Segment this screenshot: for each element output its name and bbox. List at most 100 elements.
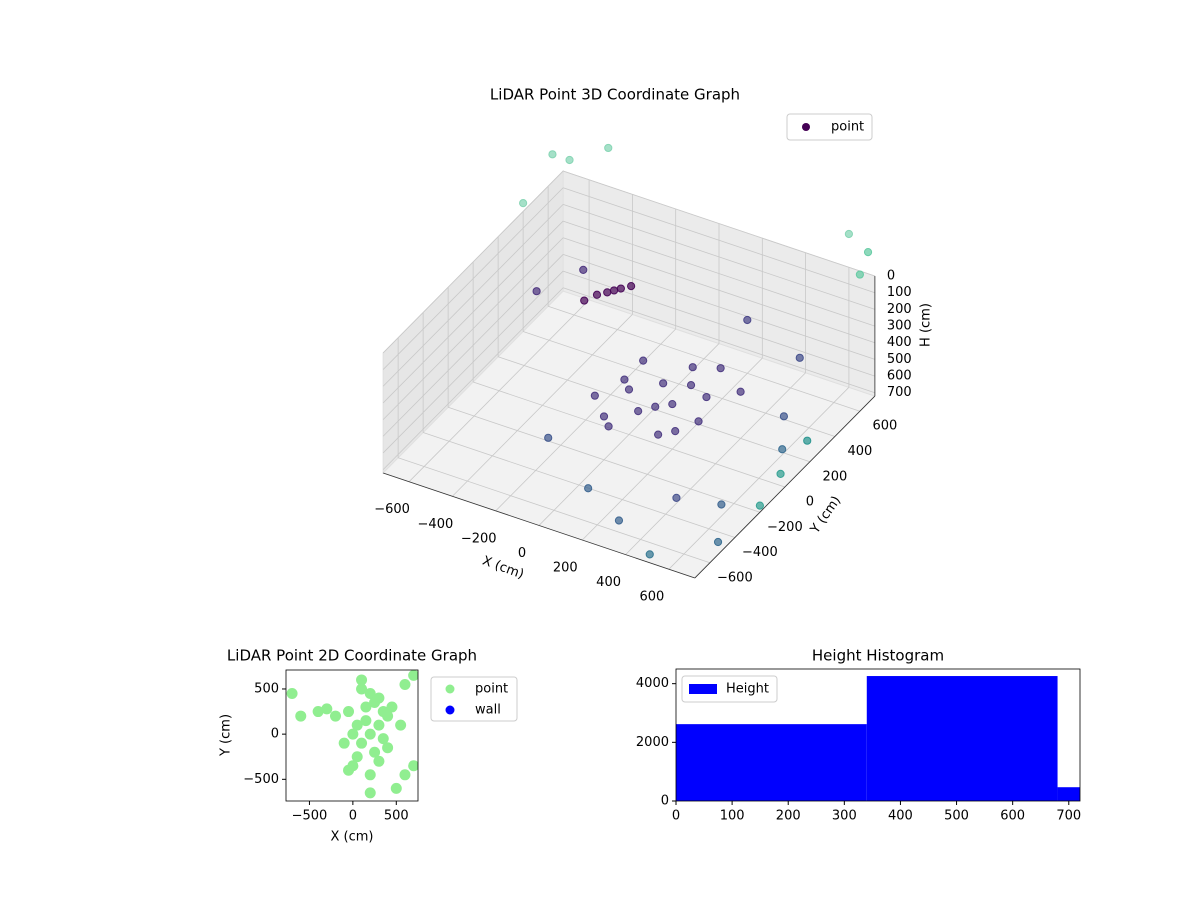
grid-line bbox=[382, 237, 564, 420]
plot-area bbox=[676, 676, 1080, 801]
legend-box bbox=[786, 113, 873, 141]
point bbox=[713, 537, 723, 547]
point bbox=[603, 288, 612, 297]
y-axis-label: Y (cm) bbox=[219, 714, 234, 757]
legend-label: point bbox=[831, 120, 864, 135]
point bbox=[356, 683, 368, 695]
point bbox=[778, 445, 787, 454]
point bbox=[330, 710, 341, 722]
point bbox=[634, 406, 643, 416]
point bbox=[386, 701, 398, 713]
point bbox=[343, 706, 355, 718]
y-tick-label: 200 bbox=[822, 469, 847, 484]
grid-line bbox=[472, 381, 786, 488]
point bbox=[627, 282, 636, 291]
z-tick-label: 700 bbox=[887, 385, 912, 400]
x-tick-label: −200 bbox=[461, 531, 497, 546]
grid-line bbox=[562, 254, 876, 360]
grid-line bbox=[382, 187, 564, 370]
point bbox=[743, 315, 752, 325]
point bbox=[736, 387, 745, 396]
point bbox=[599, 412, 609, 421]
point bbox=[360, 715, 372, 727]
y-tick-label: −400 bbox=[742, 545, 778, 560]
point bbox=[604, 143, 613, 153]
point bbox=[717, 500, 726, 509]
chart-title: LiDAR Point 2D Coordinate Graph bbox=[227, 647, 477, 665]
y-tick-label: 4000 bbox=[636, 676, 669, 691]
z-tick-label: 100 bbox=[887, 285, 912, 300]
legend-label: wall bbox=[475, 703, 501, 718]
y-tick-label: −600 bbox=[717, 570, 753, 585]
plot-area bbox=[286, 670, 418, 799]
point bbox=[668, 399, 677, 409]
x-tick-label: 0 bbox=[672, 809, 680, 824]
grid-line bbox=[547, 305, 861, 412]
point bbox=[373, 692, 385, 704]
point bbox=[654, 430, 663, 439]
point bbox=[373, 719, 385, 731]
grid-line bbox=[562, 287, 876, 394]
point bbox=[614, 516, 624, 525]
x-tick-label: 500 bbox=[384, 809, 409, 824]
point bbox=[844, 229, 854, 239]
point bbox=[604, 422, 613, 431]
axis-line bbox=[382, 472, 696, 579]
x-tick-label: 700 bbox=[1056, 809, 1081, 824]
point bbox=[620, 375, 629, 384]
chart-title: Height Histogram bbox=[812, 647, 944, 665]
x-tick-label: 400 bbox=[888, 809, 913, 824]
point bbox=[356, 737, 368, 749]
bar bbox=[676, 724, 867, 801]
x-tick-label: 200 bbox=[553, 561, 578, 576]
point bbox=[519, 199, 528, 208]
grid-line bbox=[447, 406, 761, 513]
point bbox=[779, 412, 789, 421]
z-tick-label: 600 bbox=[887, 369, 912, 384]
point bbox=[351, 719, 363, 731]
point bbox=[312, 706, 324, 718]
grid-line bbox=[382, 204, 564, 387]
point bbox=[377, 706, 389, 718]
grid-line bbox=[562, 237, 876, 344]
point bbox=[702, 392, 711, 402]
point bbox=[347, 728, 359, 740]
legend-box bbox=[681, 675, 778, 703]
point bbox=[863, 248, 873, 257]
axes-frame bbox=[675, 668, 1081, 802]
point bbox=[382, 742, 394, 754]
point bbox=[803, 436, 812, 445]
x-tick-label: 400 bbox=[596, 575, 621, 590]
point bbox=[584, 484, 593, 493]
point bbox=[671, 427, 680, 436]
point bbox=[544, 433, 553, 442]
point bbox=[364, 787, 376, 799]
y-tick-label: 0 bbox=[661, 794, 669, 809]
x-tick-label: 500 bbox=[944, 809, 969, 824]
point bbox=[609, 286, 619, 295]
point bbox=[590, 391, 599, 400]
y-tick-label: −200 bbox=[767, 520, 803, 535]
bar bbox=[866, 676, 1058, 801]
point bbox=[639, 356, 648, 365]
point bbox=[624, 385, 634, 394]
point bbox=[390, 782, 402, 794]
point bbox=[776, 469, 785, 478]
z-tick-label: 0 bbox=[887, 269, 895, 284]
z-tick-label: 300 bbox=[887, 319, 912, 334]
point bbox=[548, 150, 557, 159]
point bbox=[369, 746, 381, 758]
point bbox=[855, 270, 864, 279]
point bbox=[286, 687, 298, 699]
y-tick-label: 400 bbox=[847, 444, 872, 459]
bar bbox=[1057, 787, 1080, 801]
point bbox=[579, 265, 588, 274]
y-tick-label: 2000 bbox=[636, 735, 669, 750]
point bbox=[360, 701, 372, 713]
point bbox=[338, 737, 350, 749]
x-tick-label: −500 bbox=[292, 809, 328, 824]
grid-line bbox=[382, 220, 564, 404]
z-tick-label: 500 bbox=[887, 352, 912, 367]
point bbox=[645, 550, 654, 559]
